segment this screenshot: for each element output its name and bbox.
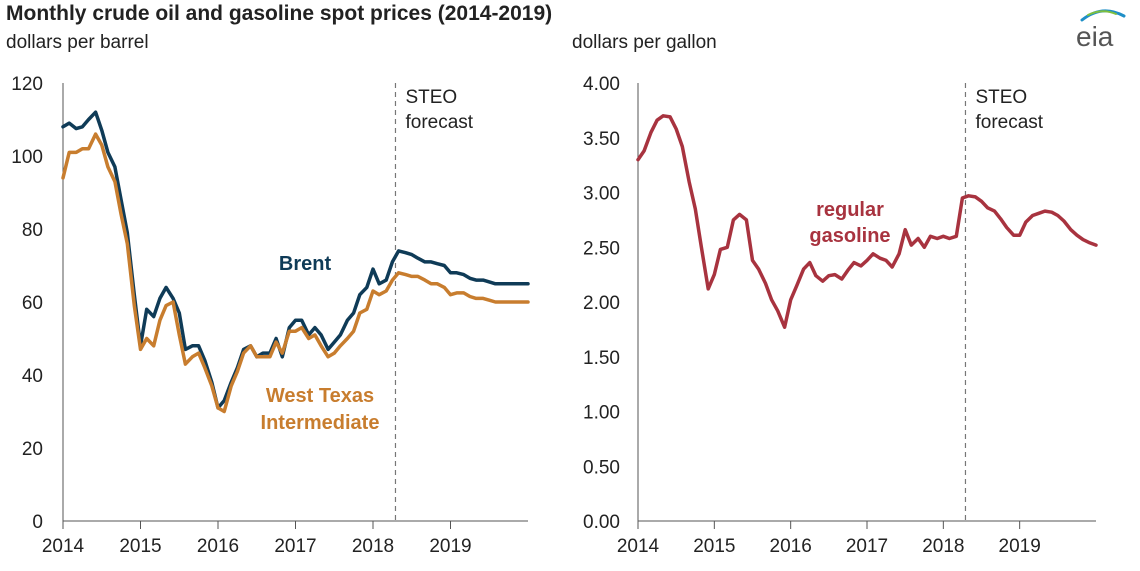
logo-text: eia bbox=[1076, 21, 1114, 50]
x-tick-label: 2016 bbox=[197, 536, 239, 557]
x-tick-label: 2019 bbox=[999, 536, 1041, 557]
x-tick-label: 2015 bbox=[693, 536, 735, 557]
chart-title: Monthly crude oil and gasoline spot pric… bbox=[6, 2, 553, 25]
y-tick-label: 1.00 bbox=[583, 403, 620, 424]
eia-logo-icon: eia bbox=[1076, 9, 1126, 50]
forecast-label: forecast bbox=[405, 112, 473, 133]
forecast-label: STEO bbox=[405, 87, 457, 108]
x-tick-label: 2014 bbox=[42, 536, 85, 557]
series-line bbox=[61, 132, 530, 414]
forecast-label: STEO bbox=[975, 87, 1027, 108]
x-tick-label: 2019 bbox=[429, 536, 471, 557]
y-tick-label: 120 bbox=[11, 74, 43, 95]
x-tick-label: 2016 bbox=[770, 536, 812, 557]
y-tick-label: 80 bbox=[22, 220, 43, 241]
series-label: West Texas bbox=[266, 385, 374, 407]
x-tick-label: 2017 bbox=[274, 536, 316, 557]
y-tick-label: 2.00 bbox=[583, 293, 620, 314]
x-tick-label: 2014 bbox=[617, 536, 660, 557]
left-y-axis-unit: dollars per barrel bbox=[6, 32, 149, 53]
y-tick-label: 1.50 bbox=[583, 348, 620, 369]
series-label: Intermediate bbox=[261, 412, 380, 434]
y-tick-label: 40 bbox=[22, 366, 43, 387]
x-tick-label: 2015 bbox=[119, 536, 161, 557]
series-label: Brent bbox=[279, 253, 332, 275]
x-tick-label: 2018 bbox=[352, 536, 394, 557]
crude-oil-chart: 0 20 40 60 80 100 120 2014 2015 2016 2017 2018 2019 S… bbox=[11, 74, 530, 557]
y-tick-label: 0 bbox=[32, 512, 43, 533]
x-tick-label: 2018 bbox=[922, 536, 964, 557]
y-tick-label: 0.00 bbox=[583, 512, 620, 533]
y-tick-label: 60 bbox=[22, 293, 43, 314]
y-tick-label: 4.00 bbox=[583, 74, 620, 95]
series-label: regular bbox=[816, 199, 884, 221]
series-label: gasoline bbox=[809, 225, 890, 247]
series-line bbox=[636, 114, 1098, 329]
y-tick-label: 3.00 bbox=[583, 184, 620, 205]
x-tick-label: 2017 bbox=[846, 536, 888, 557]
y-tick-label: 100 bbox=[11, 147, 43, 168]
forecast-label: forecast bbox=[975, 112, 1043, 133]
y-tick-label: 20 bbox=[22, 439, 43, 460]
gasoline-chart: 0.00 0.50 1.00 1.50 2.00 2.50 3.00 3.50 4.00 2014… bbox=[583, 74, 1098, 557]
y-tick-label: 3.50 bbox=[583, 129, 620, 150]
y-tick-label: 2.50 bbox=[583, 238, 620, 259]
right-y-axis-unit: dollars per gallon bbox=[572, 32, 717, 53]
y-tick-label: 0.50 bbox=[583, 457, 620, 478]
